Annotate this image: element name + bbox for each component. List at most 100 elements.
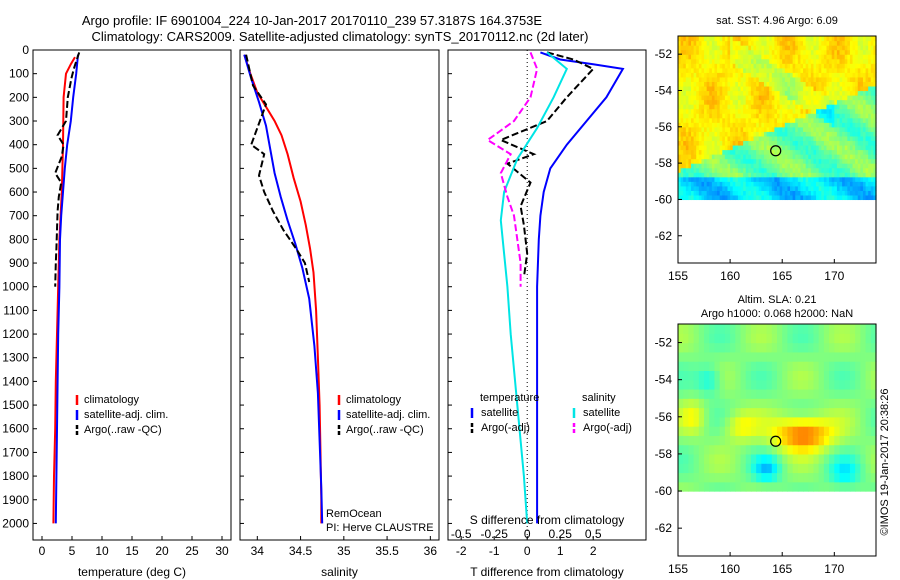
map-cell — [826, 185, 830, 191]
map-cell — [844, 45, 848, 51]
map-cell — [834, 463, 841, 474]
map-cell — [855, 99, 859, 105]
map-cell — [847, 190, 851, 196]
map-cell — [750, 95, 755, 101]
map-cell — [719, 416, 726, 427]
map-cell — [743, 167, 747, 173]
map-cell — [745, 63, 749, 69]
map-cell — [698, 176, 703, 182]
map-cell — [761, 181, 765, 187]
map-cell — [701, 67, 705, 73]
map-cell — [808, 444, 815, 455]
map-cell — [756, 40, 760, 46]
map-cell — [852, 190, 856, 196]
map-cell — [797, 49, 802, 55]
map-cell — [680, 122, 684, 128]
y-tick-label: 2000 — [2, 516, 29, 530]
map-cell — [784, 108, 789, 114]
map-cell — [693, 58, 697, 64]
map-cell — [842, 99, 846, 105]
map-cell — [701, 72, 705, 78]
map-cell — [784, 131, 789, 137]
map-cell — [779, 185, 783, 191]
map-cell — [777, 81, 781, 87]
map-cell — [849, 176, 854, 182]
map-cell — [680, 154, 684, 160]
map-cell — [860, 407, 867, 418]
map-cell — [743, 72, 747, 78]
map-cell — [771, 99, 775, 105]
map-cell — [683, 181, 687, 187]
map-cell — [860, 126, 864, 132]
map-cell — [732, 113, 736, 119]
map-cell — [680, 117, 684, 123]
map-cell — [745, 416, 752, 427]
map-cell — [782, 407, 789, 418]
map-cell — [777, 398, 783, 409]
map-cell — [709, 324, 716, 334]
map-cell — [831, 135, 835, 142]
map-cell — [808, 144, 812, 151]
map-cell — [683, 85, 687, 92]
map-cell — [839, 453, 846, 464]
map-cell — [683, 126, 687, 132]
map-cell — [774, 158, 778, 164]
map-cell — [678, 333, 684, 344]
map-cell — [766, 163, 770, 169]
map-cell — [800, 154, 804, 160]
map-cell — [870, 481, 877, 492]
map-cell — [717, 72, 721, 78]
map-cell — [678, 407, 684, 418]
map-cell — [860, 426, 867, 436]
x-axis-label: salinity — [321, 565, 358, 579]
map-cell — [831, 122, 835, 128]
map-cell — [724, 154, 729, 160]
legend-label: Argo(-adj) — [481, 422, 530, 434]
map-cell — [756, 416, 762, 427]
map-cell — [735, 154, 739, 160]
map-cell — [797, 351, 804, 362]
map-cell — [688, 163, 692, 169]
map-cell — [805, 99, 809, 105]
map-cell — [763, 113, 768, 119]
map-cell — [797, 324, 804, 334]
map-cell — [743, 85, 747, 92]
map-cell — [678, 40, 682, 46]
map-cell — [800, 149, 804, 155]
map-cell — [774, 154, 778, 160]
map-cell — [857, 67, 861, 73]
map-cell — [683, 481, 690, 492]
map-cell — [732, 95, 736, 101]
map-cell — [782, 76, 786, 82]
map-cell — [714, 85, 718, 92]
map-cell — [719, 36, 723, 42]
map-cell — [769, 126, 773, 132]
map-cell — [855, 95, 859, 101]
map-cell — [813, 140, 817, 146]
map-cell — [685, 140, 690, 146]
map-cell — [771, 435, 778, 446]
map-cell — [797, 58, 802, 64]
map-cell — [774, 72, 778, 78]
map-cell — [724, 181, 729, 187]
map-cell — [709, 190, 713, 196]
map-cell — [870, 158, 874, 164]
map-cell — [852, 131, 856, 137]
map-cell — [797, 463, 804, 474]
map-cell — [756, 163, 760, 169]
x-tick-label: 170 — [824, 562, 844, 576]
map-cell — [683, 149, 687, 155]
map-cell — [839, 140, 843, 146]
map-cell — [784, 163, 789, 169]
map-cell — [855, 472, 861, 483]
map-cell — [792, 370, 799, 381]
map-cell — [683, 416, 690, 427]
map-cell — [782, 342, 789, 353]
map-cell — [717, 122, 721, 128]
map-cell — [761, 185, 765, 191]
map-cell — [698, 370, 705, 381]
map-cell — [777, 108, 781, 114]
map-cell — [805, 126, 809, 132]
map-cell — [839, 435, 846, 446]
map-cell — [844, 426, 851, 436]
